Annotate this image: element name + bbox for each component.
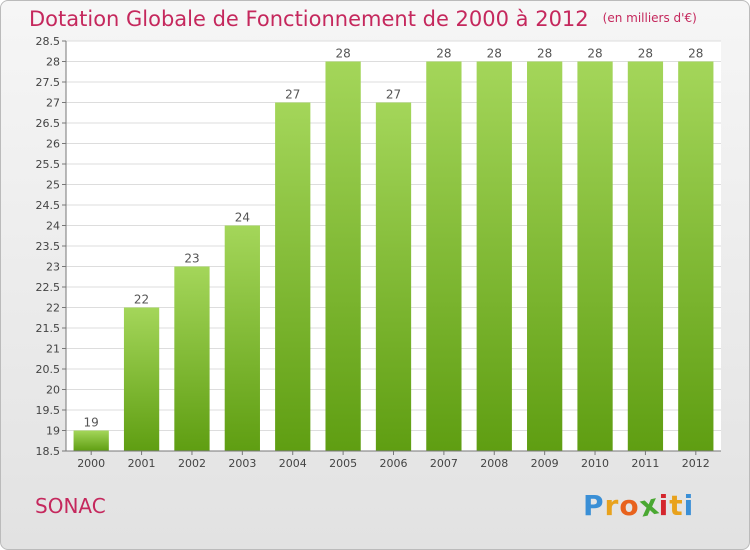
- bar-2006: [375, 102, 412, 451]
- bar-chart: 18.5 19 19.5 20 20.5 21 21.5 22 22.5 23 23.5 24 24.5…: [36, 35, 721, 470]
- bar-2011: [627, 61, 664, 451]
- y-tick-label: 21.5: [36, 322, 61, 335]
- x-tick-label: 2002: [178, 457, 206, 470]
- bar-2003: [224, 225, 260, 451]
- data-label: 19: [84, 416, 99, 430]
- bar-2008: [476, 61, 512, 451]
- bar-2010: [577, 61, 613, 451]
- data-label: 28: [487, 47, 502, 61]
- bar-2007: [426, 61, 462, 451]
- x-tick-label: 2005: [329, 457, 357, 470]
- x-tick-label: 2011: [631, 457, 659, 470]
- y-tick-label: 27: [46, 97, 60, 110]
- chart-title-text: Dotation Globale de Fonctionnement de 20…: [29, 7, 589, 31]
- x-tick-label: 2012: [682, 457, 710, 470]
- bars: [73, 61, 714, 451]
- data-label: 27: [285, 88, 300, 102]
- y-tick-label: 27.5: [36, 76, 61, 89]
- y-tick-label: 24.5: [36, 199, 61, 212]
- y-tick-label: 26: [46, 138, 60, 151]
- labels: 18.5 19 19.5 20 20.5 21 21.5 22 22.5 23 23.5 24 24.5…: [36, 35, 710, 470]
- y-tick-label: 26.5: [36, 117, 61, 130]
- proxiti-logo: Proxiti: [583, 487, 695, 523]
- y-tick-label: 28.5: [36, 35, 61, 48]
- y-tick-label: 25: [46, 179, 60, 192]
- data-label: 27: [386, 88, 401, 102]
- y-tick-label: 18.5: [36, 445, 61, 458]
- x-tick-label: 2000: [77, 457, 105, 470]
- bar-2001: [123, 307, 160, 451]
- data-label: 28: [335, 47, 350, 61]
- x-tick-label: 2008: [480, 457, 508, 470]
- chart-title: Dotation Globale de Fonctionnement de 20…: [29, 7, 697, 31]
- brand-letter: i: [658, 489, 670, 522]
- x-tick-label: 2003: [228, 457, 256, 470]
- y-tick-label: 24: [46, 220, 60, 233]
- y-tick-label: 19.5: [36, 404, 61, 417]
- data-label: 28: [638, 47, 653, 61]
- y-tick-label: 21: [46, 343, 60, 356]
- bar-2005: [325, 61, 361, 451]
- bar-2002: [174, 266, 210, 451]
- x-tick-label: 2007: [430, 457, 458, 470]
- commune-name: SONAC: [35, 494, 106, 518]
- bar-2009: [527, 61, 563, 451]
- chart-unit: (en milliers d'€): [602, 11, 697, 25]
- brand-letter: t: [669, 489, 684, 522]
- data-label: 22: [134, 293, 149, 307]
- x-tick-label: 2010: [581, 457, 609, 470]
- x-tick-label: 2004: [279, 457, 307, 470]
- x-tick-label: 2009: [531, 457, 559, 470]
- bar-2004: [275, 102, 311, 451]
- y-tick-label: 28: [46, 56, 60, 69]
- y-tick-label: 23.5: [36, 240, 61, 253]
- y-tick-label: 22: [46, 302, 60, 315]
- data-label: 28: [436, 47, 451, 61]
- x-tick-label: 2006: [380, 457, 408, 470]
- brand-letter: i: [683, 489, 695, 522]
- bar-2000: [73, 430, 109, 451]
- brand-letter: o: [619, 489, 640, 522]
- data-label: 23: [184, 252, 199, 266]
- x-tick-label: 2001: [128, 457, 156, 470]
- data-label: 24: [235, 211, 250, 225]
- brand-letter: r: [604, 489, 620, 522]
- y-tick-label: 23: [46, 261, 60, 274]
- bar-2012: [678, 61, 714, 451]
- data-label: 28: [537, 47, 552, 61]
- y-tick-label: 25.5: [36, 158, 61, 171]
- data-label: 28: [688, 47, 703, 61]
- axes: [62, 40, 721, 455]
- data-label: 28: [587, 47, 602, 61]
- y-tick-label: 22.5: [36, 281, 61, 294]
- y-tick-label: 20.5: [36, 363, 61, 376]
- y-tick-label: 20: [46, 384, 60, 397]
- y-tick-label: 19: [46, 425, 60, 438]
- brand-letter: P: [583, 489, 605, 522]
